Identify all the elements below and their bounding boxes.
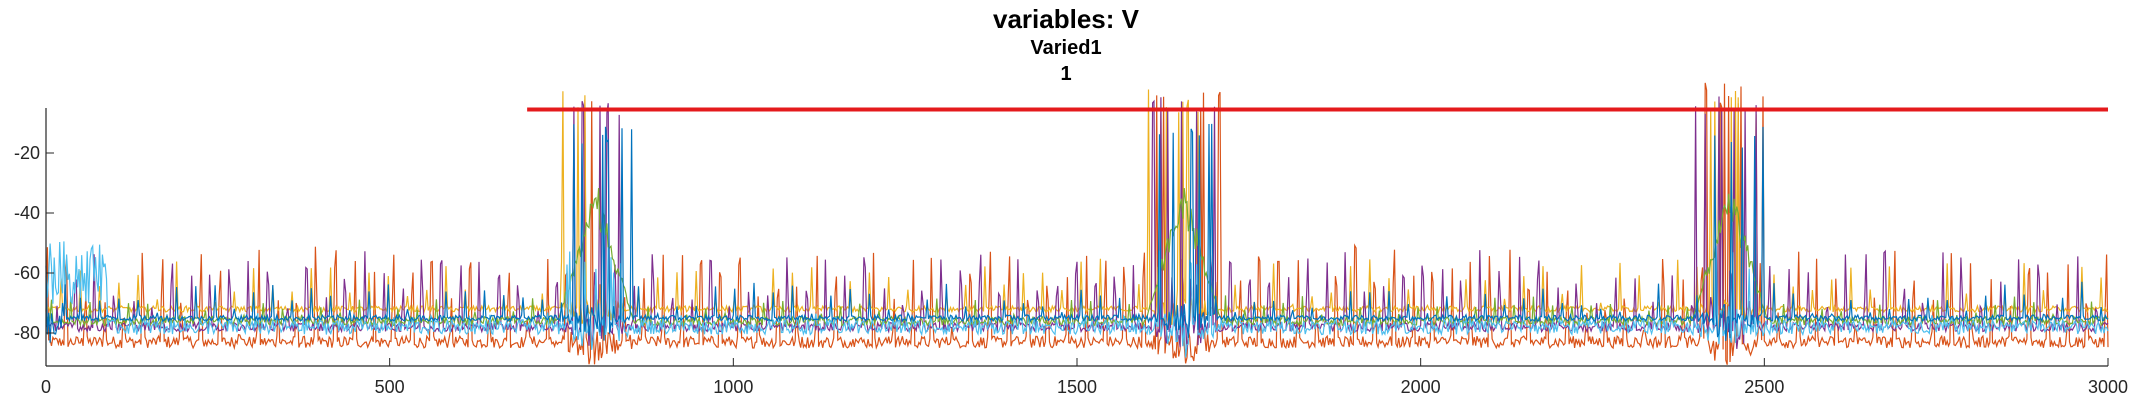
x-tick-label: 3000 <box>2088 377 2128 397</box>
x-tick-label: 2500 <box>1744 377 1784 397</box>
series-layer <box>45 82 2109 365</box>
chart-title: variables: V <box>993 4 1140 34</box>
x-tick-label: 1500 <box>1057 377 1097 397</box>
series-line-5 <box>45 241 2109 358</box>
chart-subtitle: Varied1 <box>1030 37 1101 59</box>
series-line-6 <box>45 123 2109 343</box>
x-tick-label: 2000 <box>1401 377 1441 397</box>
series-line-1 <box>45 82 2109 365</box>
x-tick-label: 500 <box>375 377 405 397</box>
y-tick-label: -80 <box>14 323 40 343</box>
chart-subtitle-2: 1 <box>1060 63 1071 85</box>
x-tick-label: 0 <box>41 377 51 397</box>
y-tick-label: -60 <box>14 263 40 283</box>
ticks-layer: 0 500 1000 1500 2000 2500 3000 -20 -40 -60 -80 <box>14 143 2128 397</box>
y-tick-label: -40 <box>14 203 40 223</box>
x-tick-label: 1000 <box>713 377 753 397</box>
y-tick-label: -20 <box>14 143 40 163</box>
